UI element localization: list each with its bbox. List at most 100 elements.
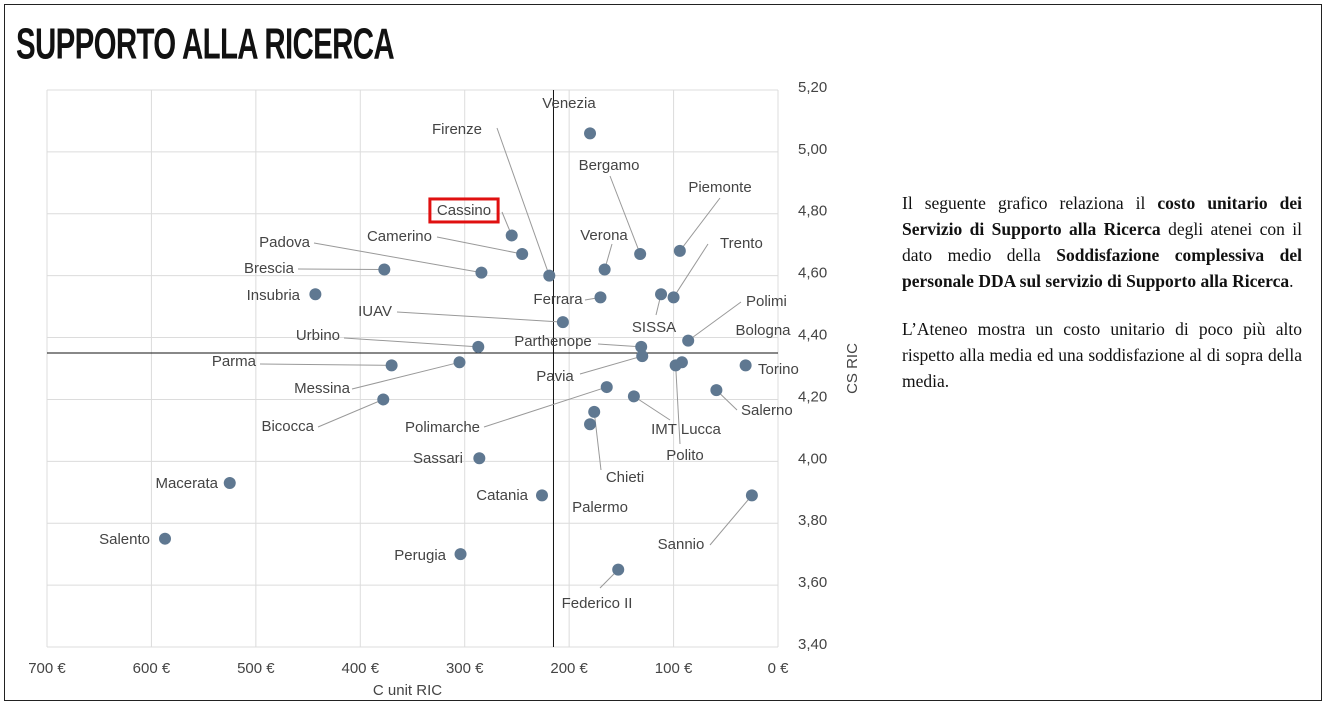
text-segment: L’Ateneo mostra un costo unitario di poc… [902, 319, 1302, 391]
y-tick-label: 5,00 [798, 141, 827, 158]
x-tick-label: 200 € [550, 660, 588, 677]
leader-line [351, 361, 460, 390]
leader-line [396, 311, 563, 323]
point-label: Sassari [413, 450, 463, 467]
scatter-point [535, 489, 548, 502]
point-label: Piemonte [688, 179, 751, 196]
point-label: Insubria [247, 287, 301, 304]
point-label: Torino [758, 361, 799, 378]
y-tick-label: 4,40 [798, 327, 827, 344]
scatter-point [453, 356, 466, 369]
y-tick-label: 4,60 [798, 265, 827, 282]
scatter-point [475, 266, 488, 279]
x-axis-label: C unit RIC [373, 682, 442, 699]
point-label: Trento [720, 235, 763, 252]
point-label: IMT Lucca [651, 421, 721, 438]
point-label: Bicocca [261, 418, 314, 435]
leader-line [343, 337, 479, 348]
scatter-point [600, 381, 613, 394]
paragraph: L’Ateneo mostra un costo unitario di poc… [902, 316, 1302, 394]
scatter-point [745, 489, 758, 502]
x-tick-label: 400 € [342, 660, 380, 677]
x-tick-label: 600 € [133, 660, 171, 677]
point-label: Palermo [572, 499, 628, 516]
scatter-point [584, 418, 597, 431]
leader-line [679, 197, 721, 252]
point-label: Chieti [606, 469, 644, 486]
leader-line [436, 236, 523, 255]
point-label: Venezia [542, 95, 596, 112]
point-label: Padova [259, 234, 311, 251]
point-label: Bergamo [579, 157, 640, 174]
point-label: Bologna [735, 322, 791, 339]
point-label: Camerino [367, 228, 432, 245]
x-tick-label: 500 € [237, 660, 275, 677]
leader-line [633, 395, 671, 421]
leader-line [609, 175, 641, 255]
scatter-point [598, 263, 611, 276]
scatter-point [516, 248, 529, 261]
scatter-point [378, 263, 391, 276]
scatter-point [454, 548, 467, 561]
leader-line [709, 495, 753, 546]
scatter-point [594, 291, 607, 304]
y-tick-label: 4,00 [798, 450, 827, 467]
scatter-point [505, 229, 518, 242]
scatter-point [543, 269, 556, 282]
x-tick-label: 300 € [446, 660, 484, 677]
point-label: Macerata [155, 475, 218, 492]
point-label: Brescia [244, 260, 295, 277]
scatter-point [682, 334, 695, 347]
point-label: Sannio [658, 536, 705, 553]
y-tick-label: 4,80 [798, 203, 827, 220]
text-segment: Soddisfazione complessiva del personale … [902, 245, 1302, 291]
y-tick-label: 3,60 [798, 574, 827, 591]
point-label: Ferrara [533, 291, 583, 308]
scatter-point [739, 359, 752, 372]
scatter-point [223, 476, 236, 489]
scatter-point [584, 127, 597, 140]
point-label: Catania [476, 487, 528, 504]
leader-line [687, 301, 742, 342]
scatter-point [377, 393, 390, 406]
x-tick-label: 0 € [768, 660, 790, 677]
text-segment: costo unitario dei Servizio di Supporto … [902, 193, 1302, 239]
scatter-point [612, 563, 625, 576]
point-label: Salento [99, 531, 150, 548]
point-label: IUAV [358, 303, 392, 320]
point-label: Perugia [394, 547, 446, 564]
scatter-point [309, 288, 322, 301]
leader-line [597, 343, 642, 348]
point-label: Salerno [741, 402, 793, 419]
scatter-point [673, 244, 686, 257]
text-panel: Il seguente grafico relaziona il costo u… [902, 190, 1302, 416]
slide-frame [4, 4, 1322, 701]
leader-line [496, 127, 550, 276]
point-label: Federico II [562, 595, 633, 612]
leader-line [675, 365, 681, 445]
highlight-box [428, 197, 500, 224]
scatter-point [636, 350, 649, 363]
scatter-point [385, 359, 398, 372]
scatter-point [472, 340, 485, 353]
point-label: SISSA [632, 319, 676, 336]
point-label: Polimi [746, 293, 787, 310]
point-label: Verona [580, 227, 628, 244]
x-tick-label: 700 € [28, 660, 66, 677]
point-label: Urbino [296, 327, 340, 344]
leader-line [579, 355, 643, 375]
point-label: Cassino [437, 202, 491, 219]
point-label: Polito [666, 447, 704, 464]
y-tick-label: 4,20 [798, 388, 827, 405]
point-label: Parthenope [514, 333, 592, 350]
y-tick-label: 5,20 [798, 79, 827, 96]
scatter-point [710, 384, 723, 397]
point-label: Polimarche [405, 419, 480, 436]
leader-line [673, 243, 709, 298]
leader-line [483, 386, 607, 428]
scatter-point [655, 288, 668, 301]
leader-line [259, 363, 392, 366]
scatter-point [634, 248, 647, 261]
text-segment: . [1289, 271, 1294, 291]
